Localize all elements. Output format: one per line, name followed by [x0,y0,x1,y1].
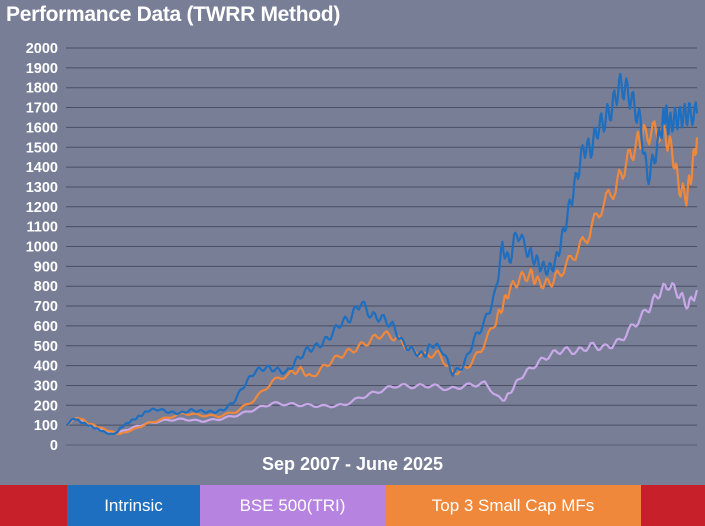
legend: Intrinsic BSE 500(TRI) Top 3 Small Cap M… [0,485,705,526]
y-tick-label: 1700 [26,101,58,117]
chart-title: Performance Data (TWRR Method) [6,3,341,26]
y-tick-label: 1400 [26,160,58,176]
y-axis: 0 100 200 300 400 500 600 700 800 900 1000 1100 1200… [26,41,58,454]
y-tick-label: 1100 [27,220,58,236]
series-lines [65,72,699,436]
y-tick-label: 800 [34,279,58,295]
legend-label: Intrinsic [104,495,163,515]
y-tick-label: 300 [34,378,58,394]
y-tick-label: 400 [34,359,58,375]
legend-item-bse500: BSE 500(TRI) [200,485,385,526]
legend-item-smallcap: Top 3 Small Cap MFs [385,485,641,526]
y-tick-label: 1000 [26,240,58,256]
y-tick-label: 700 [34,299,58,315]
legend-filler-left [0,485,67,526]
legend-label: Top 3 Small Cap MFs [431,495,595,515]
legend-label: BSE 500(TRI) [239,495,346,515]
y-tick-label: 1800 [26,81,58,97]
y-tick-label: 200 [34,398,58,414]
y-tick-label: 0 [50,438,58,454]
y-tick-label: 500 [34,339,58,355]
y-tick-label: 2000 [26,41,58,57]
gridlines [66,47,697,446]
legend-filler-right [641,485,705,526]
series-line-top-3-small-cap-mfs [65,120,699,435]
x-axis-label: Sep 2007 - June 2025 [261,454,444,474]
y-tick-label: 600 [34,319,58,335]
series-line-intrinsic [65,72,699,436]
legend-item-intrinsic: Intrinsic [67,485,200,526]
y-tick-label: 1600 [26,120,58,136]
y-tick-label: 100 [34,418,58,434]
y-tick-label: 900 [34,259,58,275]
y-tick-label: 1300 [26,180,58,196]
line-chart: 0 100 200 300 400 500 600 700 800 900 1000 1100 1200… [26,41,699,454]
y-tick-label: 1500 [26,140,58,156]
y-tick-label: 1200 [26,200,58,216]
y-tick-label: 1900 [26,61,58,77]
